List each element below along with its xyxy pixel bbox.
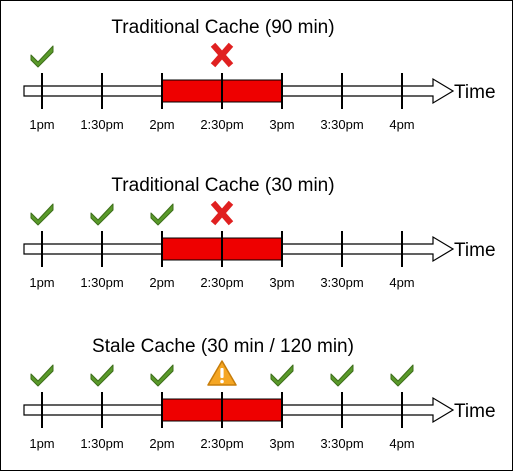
axis-label: Time — [454, 240, 496, 261]
check-icon — [30, 45, 54, 68]
tick-label: 1pm — [29, 436, 54, 451]
timeline-3: Stale Cache (30 min / 120 min) 1pm 1:30pm 2… — [23, 336, 496, 451]
tick-label: 2pm — [149, 275, 174, 290]
check-icon — [330, 364, 354, 387]
tick-label: 2pm — [149, 117, 174, 132]
check-icon — [270, 364, 294, 387]
timeline-title: Stale Cache (30 min / 120 min) — [92, 336, 354, 357]
check-icon — [150, 364, 174, 387]
tick-label: 1:30pm — [80, 117, 123, 132]
axis-label: Time — [454, 401, 496, 422]
tick-label: 3pm — [269, 436, 294, 451]
tick-label: 2:30pm — [200, 117, 243, 132]
check-icon — [90, 203, 114, 226]
tick-label: 2:30pm — [200, 275, 243, 290]
timeline-title: Traditional Cache (30 min) — [111, 175, 334, 196]
x-icon — [210, 42, 234, 68]
tick-label: 1pm — [29, 117, 54, 132]
tick-label: 4pm — [389, 275, 414, 290]
tick-label: 2pm — [149, 436, 174, 451]
tick-label: 3pm — [269, 275, 294, 290]
axis-label: Time — [454, 82, 496, 103]
warning-icon — [207, 360, 237, 386]
tick-label: 1:30pm — [80, 436, 123, 451]
tick-label: 1:30pm — [80, 275, 123, 290]
x-icon — [210, 200, 234, 226]
tick-label: 3:30pm — [320, 436, 363, 451]
timeline-1: Traditional Cache (90 min) 1pm 1:30pm 2pm 2:… — [23, 17, 496, 132]
check-icon — [150, 203, 174, 226]
tick-label: 3pm — [269, 117, 294, 132]
check-icon — [30, 364, 54, 387]
check-icon — [390, 364, 414, 387]
timeline-2: Traditional Cache (30 min) 1pm 1:30pm 2pm 2:… — [23, 175, 496, 290]
tick-label: 4pm — [389, 436, 414, 451]
tick-label: 4pm — [389, 117, 414, 132]
check-icon — [30, 203, 54, 226]
tick-label: 2:30pm — [200, 436, 243, 451]
tick-label: 3:30pm — [320, 117, 363, 132]
timeline-title: Traditional Cache (90 min) — [111, 17, 334, 38]
tick-label: 3:30pm — [320, 275, 363, 290]
check-icon — [90, 364, 114, 387]
tick-label: 1pm — [29, 275, 54, 290]
